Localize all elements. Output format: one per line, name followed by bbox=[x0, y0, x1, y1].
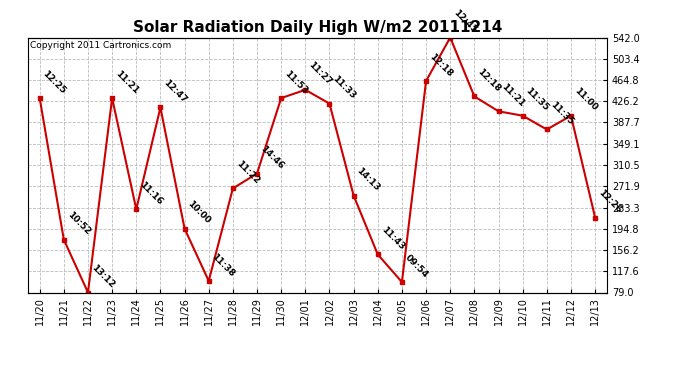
Text: 11:00: 11:00 bbox=[573, 87, 599, 113]
Text: 11:16: 11:16 bbox=[138, 180, 164, 207]
Text: 13:12: 13:12 bbox=[90, 263, 116, 290]
Text: 11:35: 11:35 bbox=[549, 100, 575, 127]
Text: 11:33: 11:33 bbox=[331, 74, 357, 101]
Text: 12:47: 12:47 bbox=[162, 78, 188, 105]
Text: 11:22: 11:22 bbox=[235, 159, 261, 186]
Text: 11:38: 11:38 bbox=[210, 252, 237, 278]
Text: 12:26: 12:26 bbox=[597, 188, 623, 215]
Text: 11:27: 11:27 bbox=[307, 60, 333, 87]
Text: 11:53: 11:53 bbox=[283, 69, 309, 95]
Text: 12:45: 12:45 bbox=[452, 8, 478, 35]
Text: 14:13: 14:13 bbox=[355, 166, 382, 193]
Text: 09:54: 09:54 bbox=[404, 253, 430, 279]
Text: 14:46: 14:46 bbox=[259, 144, 285, 171]
Text: 11:43: 11:43 bbox=[380, 225, 406, 252]
Title: Solar Radiation Daily High W/m2 20111214: Solar Radiation Daily High W/m2 20111214 bbox=[132, 20, 502, 35]
Text: 11:21: 11:21 bbox=[114, 69, 140, 95]
Text: 12:25: 12:25 bbox=[41, 69, 68, 95]
Text: 12:18: 12:18 bbox=[428, 52, 454, 78]
Text: 12:18: 12:18 bbox=[476, 67, 502, 94]
Text: 11:35: 11:35 bbox=[524, 86, 551, 113]
Text: 10:00: 10:00 bbox=[186, 200, 213, 226]
Text: 11:21: 11:21 bbox=[500, 82, 526, 108]
Text: Copyright 2011 Cartronics.com: Copyright 2011 Cartronics.com bbox=[30, 41, 172, 50]
Text: 10:52: 10:52 bbox=[66, 210, 92, 237]
